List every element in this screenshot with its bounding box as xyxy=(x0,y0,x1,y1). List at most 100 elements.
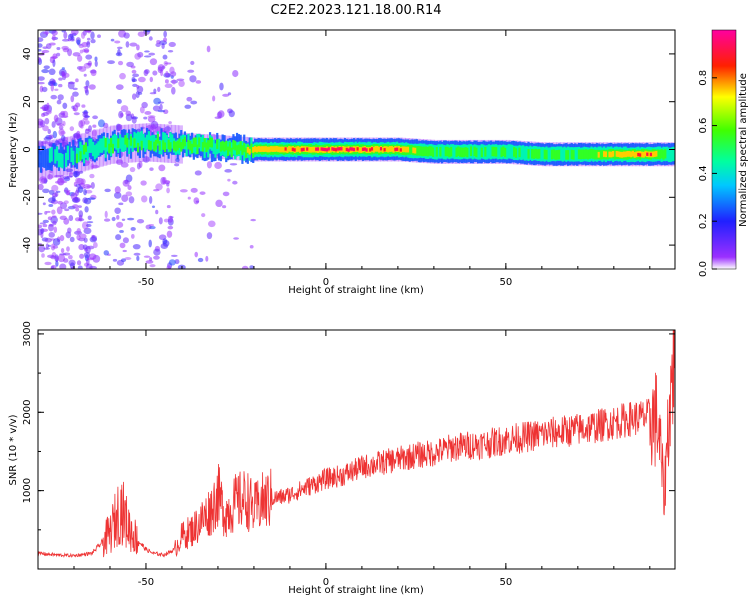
spectral-ridge-cell xyxy=(286,147,289,153)
noise-speckle xyxy=(86,30,92,34)
spectral-ridge-cell xyxy=(203,143,206,159)
spectral-ridge-cell xyxy=(639,153,642,157)
noise-speckle xyxy=(48,224,54,227)
spectral-ridge-cell xyxy=(196,133,199,149)
noise-speckle xyxy=(125,191,133,197)
noise-speckle xyxy=(73,112,80,116)
spectral-ridge-cell xyxy=(423,146,426,157)
spectral-ridge-cell xyxy=(52,143,55,165)
spectral-ridge-cell xyxy=(79,141,82,157)
noise-speckle xyxy=(72,196,81,203)
spectral-ridge-cell xyxy=(138,136,141,159)
noise-speckle xyxy=(84,206,89,213)
snr-frame xyxy=(37,329,676,570)
noise-speckle xyxy=(137,92,143,95)
spectral-ridge-cell xyxy=(322,147,325,152)
noise-speckle xyxy=(66,190,70,196)
spectral-ridge-cell xyxy=(277,146,280,153)
noise-speckle xyxy=(87,60,92,67)
spectral-ridge-cell xyxy=(228,142,231,152)
noise-speckle xyxy=(63,200,69,204)
spectral-ridge-cell xyxy=(275,145,278,152)
noise-speckle xyxy=(42,31,50,35)
spectral-ridge-cell xyxy=(266,146,269,153)
spectral-ridge-cell xyxy=(163,142,167,153)
noise-speckle xyxy=(85,54,93,60)
noise-speckle xyxy=(120,105,129,112)
spectral-ridge-cell xyxy=(291,147,294,152)
spectral-ridge-cell xyxy=(433,145,437,160)
noise-speckle xyxy=(167,215,173,223)
spectral-ridge-cell xyxy=(55,146,59,161)
noise-speckle xyxy=(249,244,254,249)
spectral-ridge-cell xyxy=(289,146,293,153)
spectral-ridge-cell xyxy=(122,137,125,152)
spectral-ridge-cell xyxy=(572,150,575,160)
spectral-ridge-cell xyxy=(48,148,51,163)
noise-speckle xyxy=(80,31,86,39)
noise-speckle xyxy=(67,48,73,57)
noise-speckle xyxy=(215,199,223,208)
spectral-ridge-cell xyxy=(451,144,455,159)
noise-speckle xyxy=(75,207,80,212)
spectral-ridge-cell xyxy=(459,147,462,157)
noise-speckle xyxy=(250,218,256,222)
noise-speckle xyxy=(222,93,230,97)
spectral-ridge-cell xyxy=(187,139,190,150)
spectral-ridge-cell xyxy=(509,144,512,159)
noise-speckle xyxy=(158,164,166,172)
spectral-ridge-cell xyxy=(169,132,172,147)
noise-speckle xyxy=(224,169,233,173)
spectral-ridge-cell xyxy=(669,147,672,163)
spectral-ridge-cell xyxy=(331,147,334,151)
spectral-halo-cell xyxy=(675,142,680,166)
noise-speckle xyxy=(77,205,82,209)
noise-speckle xyxy=(141,195,148,203)
spectral-ridge-cell xyxy=(450,146,453,157)
spectral-ridge-cell xyxy=(63,149,66,172)
spectral-ridge-cell xyxy=(315,147,318,151)
noise-speckle xyxy=(190,60,195,65)
noise-speckle xyxy=(228,110,235,118)
spectral-ridge-cell xyxy=(565,150,568,160)
noise-speckle xyxy=(52,130,58,139)
spectral-ridge-cell xyxy=(237,144,240,155)
noise-speckle xyxy=(117,60,124,66)
spectral-ridge-cell xyxy=(648,151,651,158)
spectral-ridge-cell xyxy=(153,141,156,152)
noise-speckle xyxy=(164,126,171,132)
spectral-ridge-cell xyxy=(469,146,473,156)
spectral-ridge-cell xyxy=(594,149,597,160)
spectral-ridge-cell xyxy=(441,144,444,159)
spectral-ridge-cell xyxy=(640,151,644,158)
noise-speckle xyxy=(88,253,97,260)
spectral-ridge-cell xyxy=(658,149,662,160)
noise-speckle xyxy=(125,41,130,48)
spectral-ridge-cell xyxy=(619,151,622,158)
noise-speckle xyxy=(162,37,168,43)
spectral-ridge-cell xyxy=(356,147,359,151)
noise-speckle xyxy=(80,124,84,129)
noise-speckle xyxy=(56,46,61,51)
spectral-ridge-cell xyxy=(505,145,509,160)
noise-speckle xyxy=(65,168,73,173)
spectral-ridge-cell xyxy=(181,139,185,149)
spectral-ridge-cell xyxy=(309,146,312,153)
noise-speckle xyxy=(112,258,118,262)
noise-speckle xyxy=(85,80,90,88)
noise-speckle xyxy=(72,170,80,178)
spectral-ridge-cell xyxy=(482,144,485,159)
spectral-ridge-cell xyxy=(606,149,609,160)
spectral-ridge-cell xyxy=(41,145,44,168)
noise-speckle xyxy=(85,128,91,132)
noise-speckle xyxy=(168,259,176,266)
noise-speckle xyxy=(42,202,46,206)
noise-speckle xyxy=(90,31,95,40)
noise-speckle xyxy=(194,170,202,176)
spectral-ridge-cell xyxy=(586,149,590,160)
spectral-ridge-cell xyxy=(595,149,599,160)
noise-speckle xyxy=(62,120,66,127)
noise-speckle xyxy=(166,187,170,194)
spectral-ridge-cell xyxy=(201,134,204,150)
noise-speckle xyxy=(125,110,132,117)
